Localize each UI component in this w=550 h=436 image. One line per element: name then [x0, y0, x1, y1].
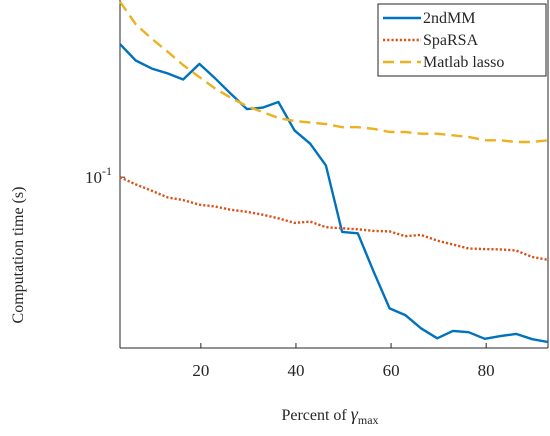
y-tick-label: 10-1: [85, 164, 112, 187]
legend-label: 2ndMM: [423, 10, 475, 27]
y-tick-label-base: 10: [85, 168, 102, 187]
ticks: 20 40 60 80 10-1: [85, 164, 495, 380]
x-axis-label-subscript: max: [358, 413, 379, 427]
plot-area: [119, 0, 549, 349]
x-axis-label-symbol: γ: [351, 404, 359, 424]
y-tick-label-exponent: -1: [102, 164, 112, 178]
legend: 2ndMM SpaRSA Matlab lasso: [377, 3, 547, 77]
legend-label: SpaRSA: [423, 32, 479, 49]
x-axis-label: Percent of γmax: [281, 404, 378, 427]
x-axis-label-prefix: Percent of: [281, 407, 350, 424]
x-tick-label: 60: [383, 361, 400, 380]
x-tick-label: 80: [478, 361, 495, 380]
y-axis-label: Computation time (s): [10, 187, 27, 324]
series-line-sparsa: [119, 176, 549, 261]
x-tick-label: 20: [192, 361, 209, 380]
series-line-matlab-lasso: [119, 1, 549, 144]
legend-label: Matlab lasso: [423, 54, 504, 71]
series-line-2ndmm: [119, 43, 549, 344]
x-tick-label: 40: [287, 361, 304, 380]
series-group: [119, 1, 549, 344]
